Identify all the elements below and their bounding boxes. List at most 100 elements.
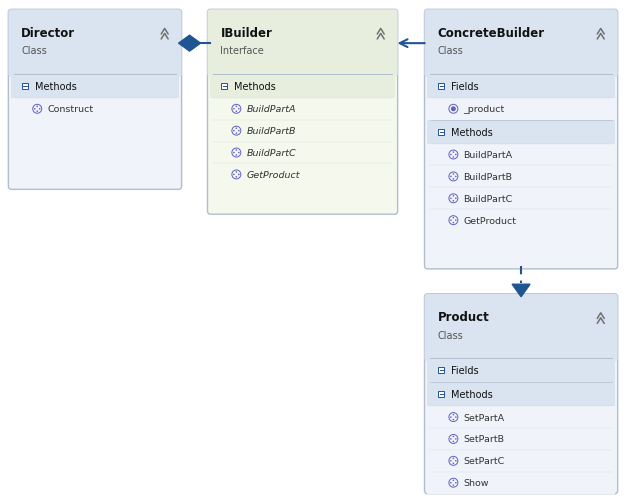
Bar xyxy=(11,99,178,120)
Circle shape xyxy=(450,416,452,418)
Circle shape xyxy=(238,152,240,154)
FancyBboxPatch shape xyxy=(430,16,618,270)
Circle shape xyxy=(450,482,452,483)
Circle shape xyxy=(453,179,454,180)
Circle shape xyxy=(455,154,457,156)
Text: Construct: Construct xyxy=(47,105,94,114)
Circle shape xyxy=(455,438,457,440)
Circle shape xyxy=(450,460,452,462)
Circle shape xyxy=(453,441,454,442)
Circle shape xyxy=(453,436,454,437)
Circle shape xyxy=(453,217,454,219)
Circle shape xyxy=(238,109,240,110)
Circle shape xyxy=(233,174,235,176)
Bar xyxy=(210,38,394,75)
Bar xyxy=(11,75,178,99)
Circle shape xyxy=(450,198,452,200)
Circle shape xyxy=(236,172,237,173)
Polygon shape xyxy=(512,285,530,297)
Bar xyxy=(428,322,615,359)
Circle shape xyxy=(453,462,454,464)
Text: Methods: Methods xyxy=(234,82,276,92)
Circle shape xyxy=(233,109,235,110)
Circle shape xyxy=(453,152,454,154)
Circle shape xyxy=(451,107,456,112)
Circle shape xyxy=(455,482,457,483)
Text: _product: _product xyxy=(463,105,504,114)
Circle shape xyxy=(453,195,454,197)
Text: Methods: Methods xyxy=(35,82,77,92)
Text: Show: Show xyxy=(463,478,489,487)
FancyBboxPatch shape xyxy=(425,294,618,493)
Bar xyxy=(23,84,28,90)
Bar xyxy=(428,99,615,120)
Circle shape xyxy=(453,419,454,420)
Bar xyxy=(438,129,445,135)
Circle shape xyxy=(453,414,454,415)
Circle shape xyxy=(236,111,237,113)
Text: GetProduct: GetProduct xyxy=(463,216,516,225)
Bar xyxy=(428,144,615,166)
Bar xyxy=(428,75,615,99)
Bar xyxy=(438,84,445,90)
FancyBboxPatch shape xyxy=(425,11,618,78)
Circle shape xyxy=(238,174,240,176)
Bar xyxy=(438,391,445,397)
Circle shape xyxy=(450,176,452,178)
Bar xyxy=(428,188,615,210)
Text: GetProduct: GetProduct xyxy=(246,170,300,179)
Text: BuildPartC: BuildPartC xyxy=(463,194,512,203)
FancyBboxPatch shape xyxy=(214,16,398,215)
Bar xyxy=(210,142,394,164)
Bar xyxy=(428,38,615,75)
Text: SetPartC: SetPartC xyxy=(463,456,504,465)
FancyBboxPatch shape xyxy=(207,11,398,215)
Text: SetPartB: SetPartB xyxy=(463,434,504,443)
Bar xyxy=(210,99,394,120)
FancyBboxPatch shape xyxy=(207,11,398,78)
Circle shape xyxy=(455,460,457,462)
Text: Fields: Fields xyxy=(452,366,479,376)
Circle shape xyxy=(453,479,454,481)
Bar xyxy=(210,75,394,99)
Text: Class: Class xyxy=(438,46,463,56)
Circle shape xyxy=(236,155,237,156)
Bar xyxy=(11,38,178,75)
Circle shape xyxy=(450,220,452,221)
Bar xyxy=(428,428,615,450)
Bar xyxy=(428,472,615,493)
Circle shape xyxy=(450,438,452,440)
Circle shape xyxy=(36,106,38,108)
Text: BuildPartA: BuildPartA xyxy=(246,105,296,114)
Bar xyxy=(210,120,394,142)
Text: Methods: Methods xyxy=(452,389,493,399)
Text: BuildPartB: BuildPartB xyxy=(246,127,296,136)
Circle shape xyxy=(450,154,452,156)
Circle shape xyxy=(236,177,237,178)
Circle shape xyxy=(455,220,457,221)
Circle shape xyxy=(453,222,454,224)
FancyBboxPatch shape xyxy=(8,11,181,190)
Text: ConcreteBuilder: ConcreteBuilder xyxy=(438,27,544,40)
Bar xyxy=(428,359,615,382)
Bar xyxy=(428,450,615,472)
Circle shape xyxy=(453,484,454,486)
FancyBboxPatch shape xyxy=(430,300,618,493)
Circle shape xyxy=(236,150,237,152)
Text: BuildPartA: BuildPartA xyxy=(463,151,512,160)
Circle shape xyxy=(455,176,457,178)
Circle shape xyxy=(39,109,40,110)
Circle shape xyxy=(36,111,38,113)
Circle shape xyxy=(236,133,237,135)
Bar xyxy=(428,406,615,428)
Text: BuildPartB: BuildPartB xyxy=(463,172,512,181)
Circle shape xyxy=(453,457,454,459)
Circle shape xyxy=(453,200,454,202)
Polygon shape xyxy=(178,36,200,52)
Circle shape xyxy=(236,128,237,130)
Text: SetPartA: SetPartA xyxy=(463,413,504,422)
Bar xyxy=(428,210,615,231)
Circle shape xyxy=(233,152,235,154)
FancyBboxPatch shape xyxy=(425,294,618,362)
Circle shape xyxy=(238,131,240,132)
